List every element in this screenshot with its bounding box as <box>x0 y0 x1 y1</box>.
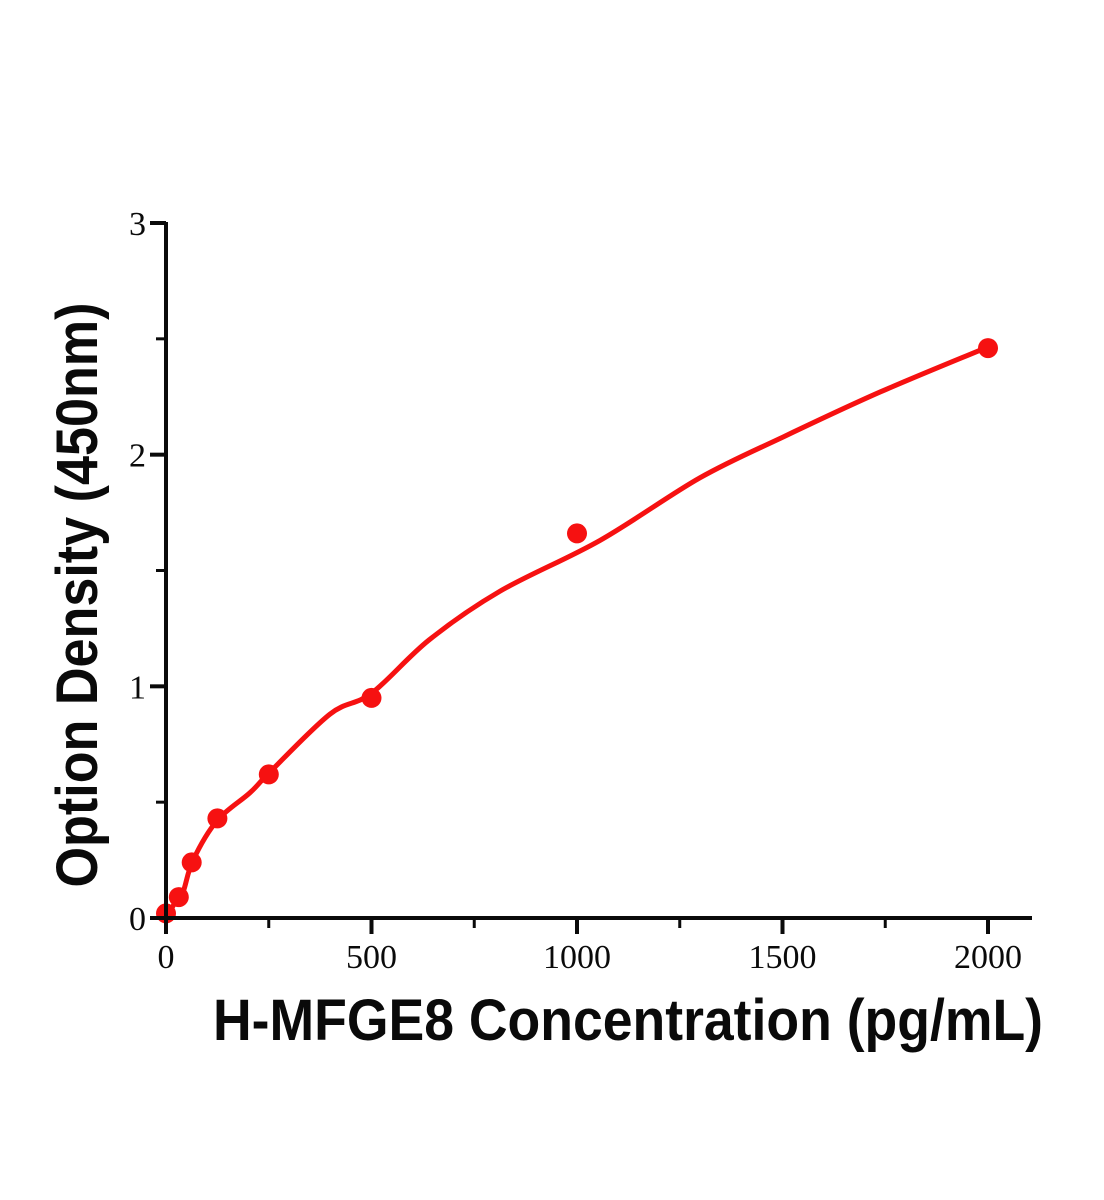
x-tick-label: 2000 <box>954 939 1022 976</box>
data-point <box>361 687 382 708</box>
data-point <box>207 808 228 829</box>
x-axis-title: H-MFGE8 Concentration (pg/mL) <box>213 988 1043 1053</box>
y-tick-label: 0 <box>129 901 146 938</box>
x-tick-label: 0 <box>158 939 175 976</box>
plot-area: 0 1 2 3 0 500 1000 1500 2000 <box>129 206 1032 976</box>
data-point <box>168 887 189 908</box>
y-tick-label: 1 <box>129 669 146 706</box>
y-axis-title: Option Density (450nm) <box>45 303 110 888</box>
data-point <box>258 764 279 785</box>
x-tick-label: 1000 <box>543 939 611 976</box>
data-point <box>181 852 202 873</box>
data-point <box>978 338 998 359</box>
x-tick-label: 500 <box>346 939 397 976</box>
fit-curve <box>163 344 991 921</box>
y-tick-label: 2 <box>129 438 146 475</box>
x-tick-label: 1500 <box>749 939 817 976</box>
data-point <box>567 523 587 544</box>
y-tick-label: 3 <box>129 206 146 243</box>
